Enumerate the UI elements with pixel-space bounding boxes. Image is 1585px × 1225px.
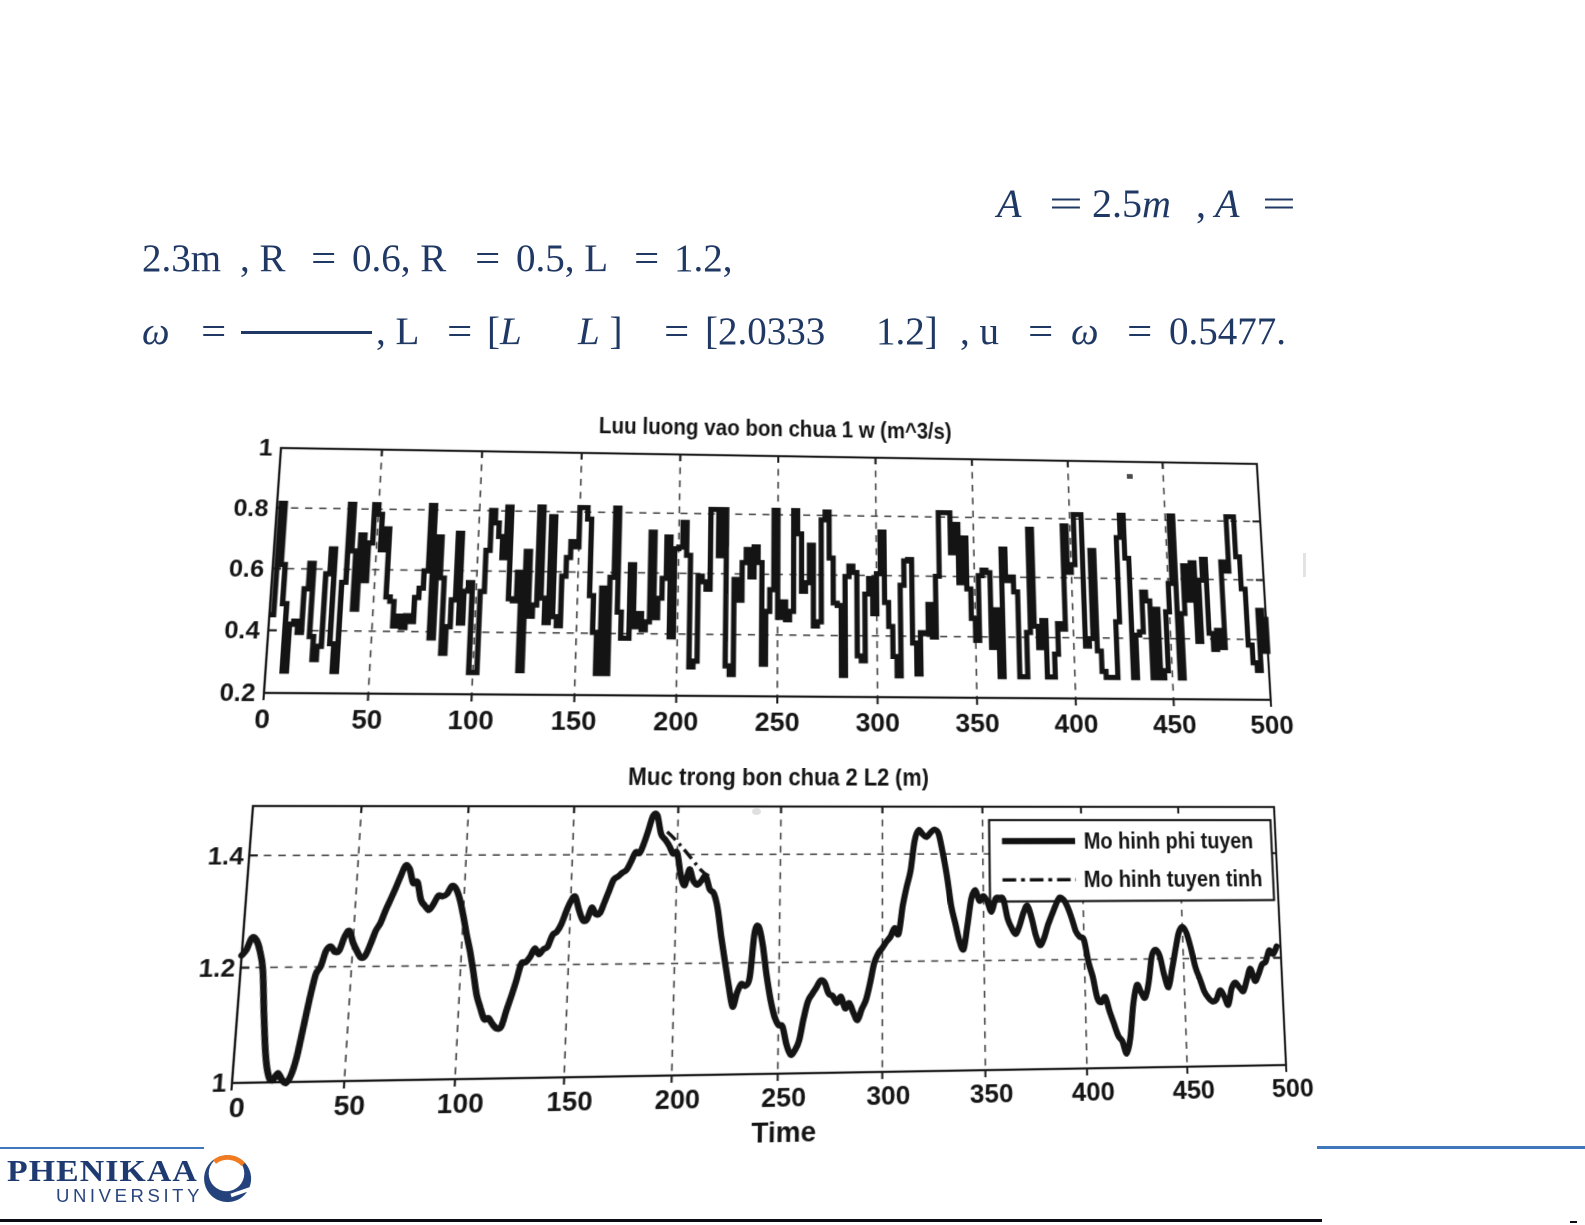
svg-text:250: 250 bbox=[755, 708, 800, 737]
svg-text:100: 100 bbox=[447, 706, 494, 736]
svg-text:150: 150 bbox=[550, 707, 596, 737]
svg-text:0.2: 0.2 bbox=[218, 679, 256, 707]
svg-text:50: 50 bbox=[350, 705, 383, 735]
svg-text:200: 200 bbox=[654, 1083, 700, 1115]
svg-text:0: 0 bbox=[228, 1091, 246, 1123]
svg-text:0.8: 0.8 bbox=[232, 495, 269, 522]
svg-text:300: 300 bbox=[866, 1080, 910, 1111]
svg-text:1.4: 1.4 bbox=[207, 843, 246, 870]
svg-text:350: 350 bbox=[955, 709, 1000, 738]
svg-text:350: 350 bbox=[970, 1078, 1014, 1109]
svg-text:450: 450 bbox=[1152, 711, 1197, 740]
svg-text:100: 100 bbox=[436, 1087, 484, 1119]
svg-text:500: 500 bbox=[1250, 711, 1295, 740]
svg-text:500: 500 bbox=[1271, 1073, 1314, 1104]
svg-text:200: 200 bbox=[653, 707, 699, 736]
svg-text:1: 1 bbox=[258, 435, 274, 461]
svg-text:0: 0 bbox=[253, 705, 271, 735]
svg-text:1.2: 1.2 bbox=[197, 955, 236, 983]
svg-text:450: 450 bbox=[1172, 1074, 1215, 1105]
svg-text:0.4: 0.4 bbox=[223, 617, 261, 644]
svg-text:50: 50 bbox=[333, 1089, 367, 1121]
svg-text:Muc trong bon chua 2 L2 (m): Muc trong bon chua 2 L2 (m) bbox=[628, 766, 929, 792]
svg-text:250: 250 bbox=[761, 1082, 806, 1114]
svg-text:1: 1 bbox=[210, 1070, 227, 1099]
svg-text:400: 400 bbox=[1054, 710, 1099, 739]
svg-text:400: 400 bbox=[1072, 1076, 1116, 1107]
svg-text:Time: Time bbox=[751, 1115, 816, 1148]
svg-text:0.6: 0.6 bbox=[228, 555, 265, 582]
svg-text:150: 150 bbox=[546, 1085, 593, 1117]
svg-text:Mo hinh tuyen tinh: Mo hinh tuyen tinh bbox=[1083, 867, 1262, 893]
svg-text:300: 300 bbox=[855, 709, 900, 738]
svg-text:Luu luong vao bon chua 1 w (m^: Luu luong vao bon chua 1 w (m^3/s) bbox=[599, 413, 952, 444]
svg-text:Mo hinh phi tuyen: Mo hinh phi tuyen bbox=[1083, 829, 1253, 855]
